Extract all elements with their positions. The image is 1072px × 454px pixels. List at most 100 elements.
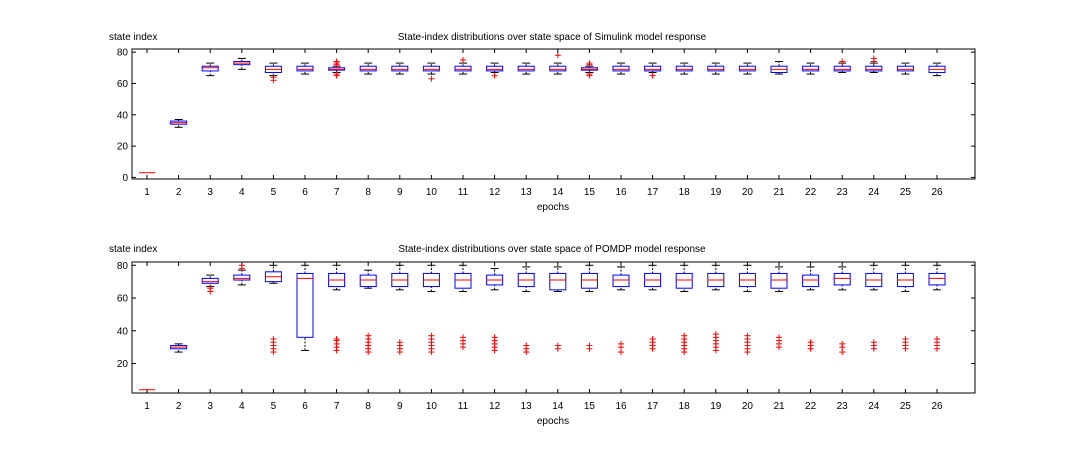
panel-simulink-xlabel: epochs [537, 202, 569, 213]
x-tick-label: 4 [239, 401, 245, 412]
outlier-marker [491, 72, 498, 79]
x-tick-label: 12 [489, 187, 501, 198]
box-epoch-19 [707, 264, 725, 354]
outlier-marker [870, 55, 877, 62]
x-tick-label: 24 [868, 187, 880, 198]
x-tick-label: 12 [489, 401, 501, 412]
outlier-marker [934, 335, 940, 342]
box-epoch-3 [201, 274, 219, 295]
box-epoch-25 [896, 62, 914, 75]
box-epoch-18 [675, 62, 693, 75]
box-epoch-14 [549, 52, 567, 75]
outlier-marker [807, 339, 814, 346]
x-tick-label: 20 [742, 401, 754, 412]
panel-pomdp-x-ticks: 1 2 3 4 5 6 7 8 9 10 11 12 13 14 15 16 17 18 19 20 21 22 23 24 2… [144, 262, 943, 412]
box-epoch-26 [928, 62, 946, 77]
panel-simulink: State-index distributions over state spa… [109, 32, 976, 213]
x-tick-label: 10 [426, 401, 438, 412]
box-epoch-6 [296, 264, 314, 351]
box-iqr [896, 65, 914, 72]
panel-simulink-y-ticks: 0 20 40 60 80 [117, 48, 975, 184]
x-tick-label: 1 [144, 187, 150, 198]
y-tick-label: 60 [117, 294, 129, 305]
outlier-marker [333, 58, 340, 65]
box-epoch-5 [264, 264, 282, 356]
box-epoch-12 [486, 268, 504, 354]
box-iqr [802, 65, 820, 72]
outlier-marker [586, 342, 593, 349]
x-tick-label: 21 [773, 401, 785, 412]
outlier-marker [554, 342, 561, 349]
box-iqr [517, 65, 535, 72]
box-iqr [454, 65, 472, 72]
outlier-marker [238, 262, 245, 269]
box-iqr [486, 65, 504, 72]
outlier-marker [270, 74, 277, 81]
box-epoch-4 [233, 57, 251, 70]
outlier-marker [586, 60, 593, 67]
box-epoch-7 [328, 264, 346, 354]
box-iqr [833, 65, 851, 72]
outlier-marker [460, 56, 466, 63]
x-tick-label: 3 [207, 187, 213, 198]
box-epoch-21 [770, 61, 788, 75]
outlier-marker [586, 71, 593, 78]
x-tick-label: 11 [458, 187, 469, 198]
outlier-marker [523, 342, 530, 349]
x-tick-label: 2 [176, 187, 182, 198]
box-iqr [644, 65, 662, 72]
box-iqr [675, 65, 693, 72]
x-tick-label: 2 [176, 401, 182, 412]
x-tick-label: 10 [426, 187, 438, 198]
y-tick-label: 80 [117, 261, 129, 272]
x-tick-label: 11 [458, 401, 469, 412]
x-tick-label: 26 [931, 187, 943, 198]
box-iqr [612, 274, 630, 288]
panel-simulink-ylabel: state index [109, 32, 157, 43]
panel-simulink-x-ticks: 1 2 3 4 5 6 7 8 9 10 11 12 13 14 15 16 17 18 19 20 21 22 23 24 2… [144, 49, 943, 198]
x-tick-label: 6 [302, 187, 308, 198]
x-tick-label: 18 [679, 187, 691, 198]
panel-pomdp-boxes [139, 262, 946, 391]
x-tick-label: 25 [900, 187, 912, 198]
box-epoch-16 [612, 62, 630, 75]
box-iqr [391, 65, 409, 72]
box-iqr [233, 274, 251, 281]
box-iqr [675, 272, 693, 289]
box-epoch-17 [644, 264, 662, 352]
box-epoch-2 [170, 118, 188, 128]
outlier-marker [649, 335, 656, 342]
x-tick-label: 13 [521, 187, 533, 198]
box-epoch-5 [264, 62, 282, 84]
outlier-marker [333, 71, 340, 78]
box-epoch-17 [644, 62, 662, 79]
box-epoch-26 [928, 264, 946, 352]
box-iqr [770, 272, 788, 289]
box-iqr [802, 274, 820, 288]
outlier-marker [554, 52, 561, 59]
x-tick-label: 15 [584, 401, 596, 412]
panel-pomdp-y-ticks: 20 40 60 80 [117, 261, 975, 370]
box-epoch-15 [580, 60, 598, 79]
panel-pomdp-xlabel: epochs [537, 416, 569, 427]
y-tick-label: 80 [117, 48, 129, 59]
x-tick-label: 16 [615, 187, 627, 198]
x-tick-label: 14 [552, 401, 564, 412]
y-tick-label: 40 [117, 326, 129, 337]
outlier-marker [207, 285, 214, 292]
x-tick-label: 8 [365, 401, 371, 412]
box-epoch-7 [328, 58, 346, 79]
box-epoch-18 [675, 264, 693, 356]
outlier-marker [428, 332, 435, 339]
box-epoch-12 [486, 62, 504, 79]
x-tick-label: 17 [647, 401, 659, 412]
x-tick-label: 16 [615, 401, 627, 412]
x-tick-label: 22 [805, 401, 817, 412]
box-epoch-3 [201, 62, 219, 77]
box-epoch-15 [580, 264, 598, 352]
outlier-marker [491, 334, 498, 341]
outlier-marker [712, 331, 719, 338]
x-tick-label: 9 [397, 401, 403, 412]
box-iqr [549, 272, 567, 291]
x-tick-label: 7 [334, 187, 340, 198]
